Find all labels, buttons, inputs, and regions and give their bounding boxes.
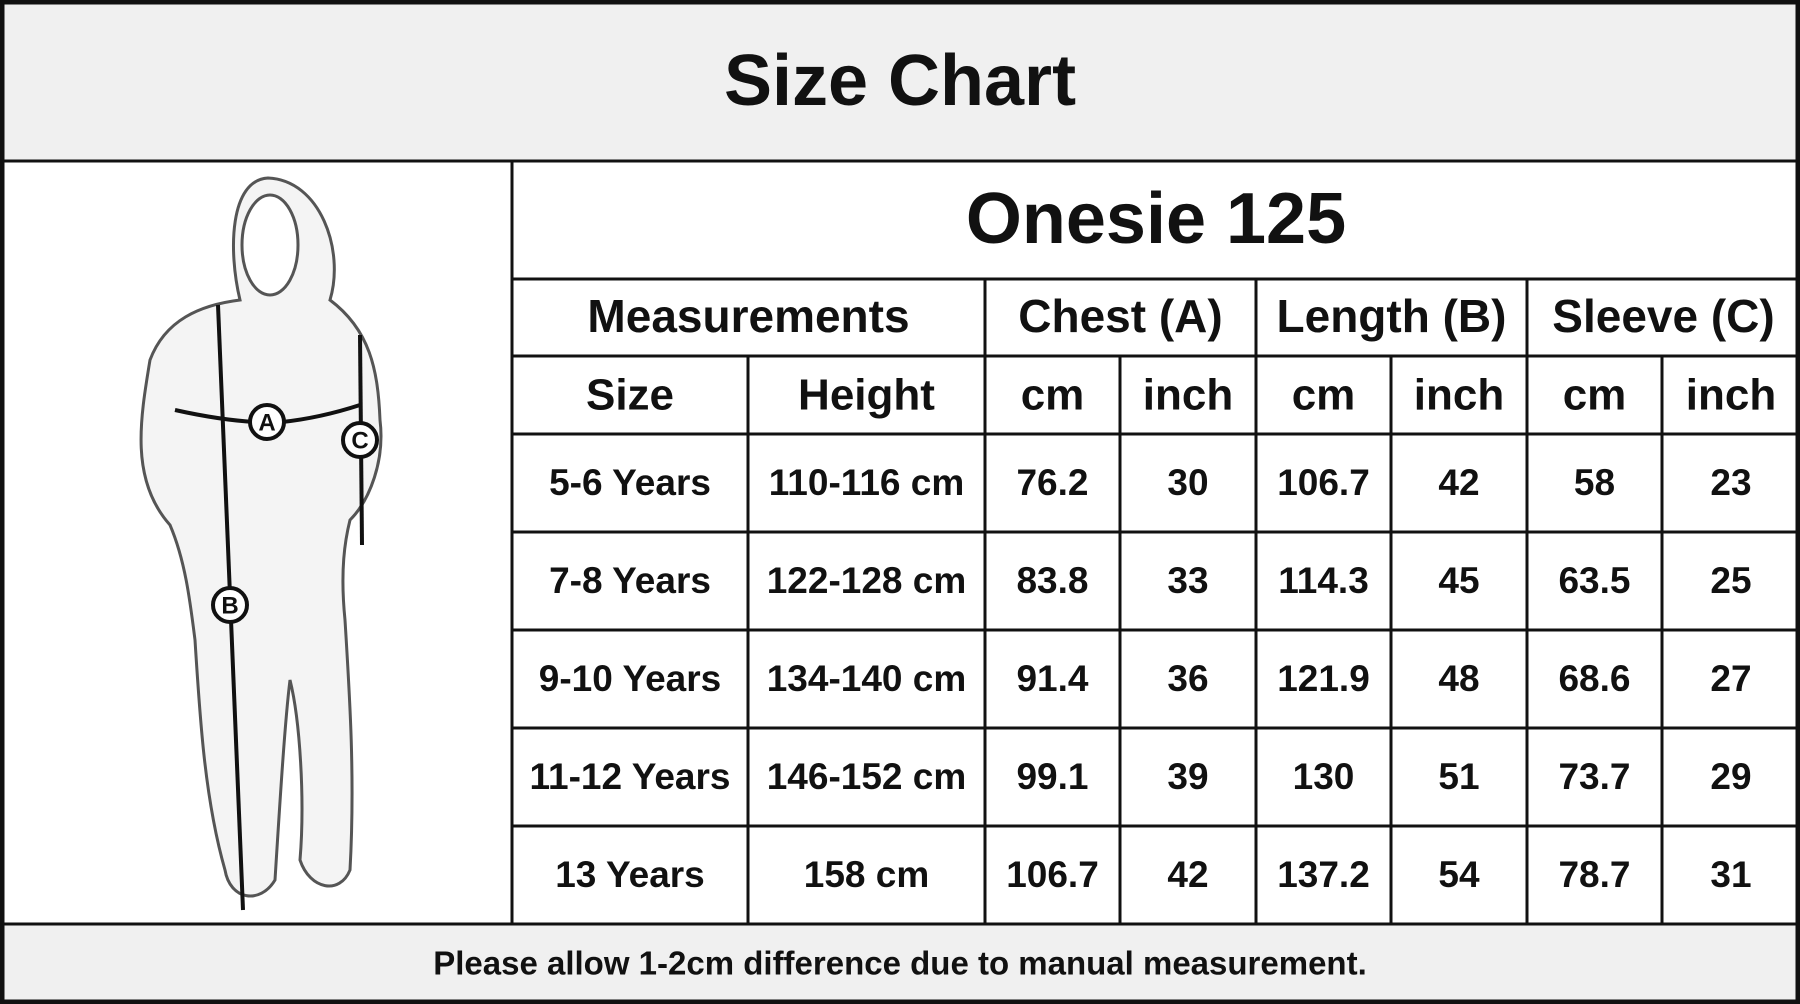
table-cell: 58 [1574, 462, 1615, 503]
table-cell: 51 [1438, 756, 1479, 797]
table-cell: 121.9 [1277, 658, 1370, 699]
marker-label: A [258, 409, 275, 436]
marker-label: C [351, 427, 368, 454]
column-header: inch [1414, 371, 1504, 420]
group-header: Chest (A) [1018, 290, 1222, 342]
table-cell: 13 Years [555, 854, 705, 895]
table-cell: 39 [1167, 756, 1208, 797]
title-band [0, 0, 1800, 161]
table-cell: 9-10 Years [539, 658, 721, 699]
table-cell: 23 [1710, 462, 1751, 503]
table-cell: 106.7 [1006, 854, 1099, 895]
table-cell: 158 cm [804, 854, 930, 895]
table-cell: 5-6 Years [549, 462, 711, 503]
column-header: inch [1143, 371, 1233, 420]
onesie-illustration [139, 176, 383, 898]
marker-label: B [221, 592, 238, 619]
column-header: Size [586, 371, 674, 420]
page-title: Size Chart [724, 41, 1076, 121]
table-cell: 7-8 Years [549, 560, 711, 601]
marker-circle [211, 586, 249, 624]
group-header: Measurements [587, 290, 909, 342]
table-cell: 106.7 [1277, 462, 1370, 503]
table-cell: 137.2 [1277, 854, 1370, 895]
table-cell: 30 [1167, 462, 1208, 503]
table-cell: 48 [1438, 658, 1479, 699]
table-cell: 42 [1438, 462, 1479, 503]
column-header: cm [1021, 371, 1085, 420]
arrow-a-right [281, 403, 361, 424]
table-cell: 134-140 cm [767, 658, 967, 699]
arrow-a-left [174, 408, 256, 424]
table-title: Onesie 125 [966, 179, 1346, 259]
table-cell: 78.7 [1558, 854, 1630, 895]
table-cell: 76.2 [1016, 462, 1088, 503]
table-cell: 42 [1167, 854, 1208, 895]
marker-circle [341, 421, 379, 459]
table-cell: 73.7 [1558, 756, 1630, 797]
group-header: Sleeve (C) [1552, 290, 1774, 342]
table-cell: 63.5 [1558, 560, 1630, 601]
table-cell: 33 [1167, 560, 1208, 601]
table-cell: 130 [1293, 756, 1355, 797]
table-cell: 91.4 [1016, 658, 1088, 699]
column-header: inch [1686, 371, 1776, 420]
table-cell: 83.8 [1016, 560, 1088, 601]
marker-circle [248, 403, 286, 441]
table-cell: 27 [1710, 658, 1751, 699]
table-cell: 122-128 cm [767, 560, 967, 601]
table-cell: 25 [1710, 560, 1751, 601]
table-cell: 36 [1167, 658, 1208, 699]
table-cell: 45 [1438, 560, 1479, 601]
table-cell: 31 [1710, 854, 1751, 895]
group-header: Length (B) [1277, 290, 1507, 342]
table-cell: 110-116 cm [769, 462, 964, 503]
column-header: cm [1292, 371, 1356, 420]
footer-note: Please allow 1-2cm difference due to man… [433, 945, 1367, 982]
table-cell: 99.1 [1016, 756, 1088, 797]
table-cell: 29 [1710, 756, 1751, 797]
table-cell: 68.6 [1558, 658, 1630, 699]
table-cell: 146-152 cm [767, 756, 967, 797]
footer-band [0, 924, 1800, 1004]
table-cell: 54 [1438, 854, 1480, 895]
table-grid [0, 159, 1800, 926]
column-header: cm [1563, 371, 1627, 420]
table-cell: 11-12 Years [530, 756, 731, 797]
table-cell: 114.3 [1278, 560, 1369, 601]
column-header: Height [798, 371, 935, 420]
